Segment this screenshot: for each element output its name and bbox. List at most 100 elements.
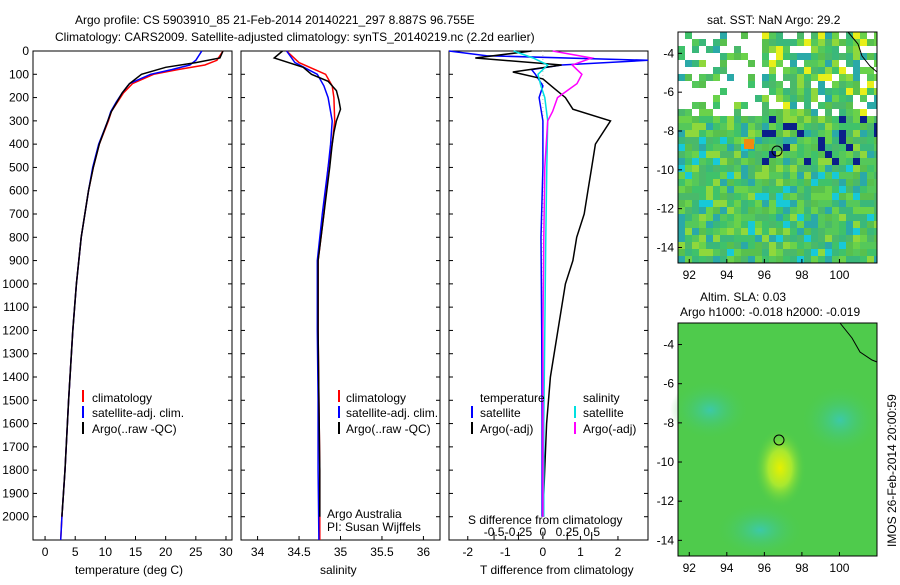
sst-cell xyxy=(790,53,797,60)
sst-cell xyxy=(755,221,762,228)
sst-cell xyxy=(720,123,727,130)
sst-cell xyxy=(769,53,776,60)
map-y-tick-label: -10 xyxy=(657,455,675,469)
map-y-tick-label: -8 xyxy=(663,416,674,430)
sst-cell xyxy=(825,165,832,172)
sst-cell xyxy=(790,193,797,200)
sst-cell xyxy=(741,221,748,228)
sst-cell xyxy=(790,235,797,242)
sst-cell xyxy=(720,130,727,137)
sst-cell xyxy=(692,235,699,242)
sst-cell xyxy=(790,32,797,39)
sst-cell xyxy=(790,137,797,144)
sst-cell xyxy=(734,151,741,158)
sst-cell xyxy=(692,137,699,144)
sst-cell xyxy=(678,207,685,214)
sst-cell xyxy=(846,193,853,200)
sst-cell xyxy=(678,88,685,95)
sst-cell xyxy=(797,95,804,102)
sst-cell xyxy=(818,137,825,144)
sst-cell xyxy=(790,214,797,221)
sst-cell xyxy=(713,46,720,53)
sst-cell xyxy=(818,179,825,186)
sst-cell xyxy=(727,116,734,123)
x-tick-label: 35.5 xyxy=(370,545,394,559)
sst-cell xyxy=(776,32,783,39)
sst-cell xyxy=(699,39,706,46)
sst-cell xyxy=(804,67,811,74)
sst-cell xyxy=(692,102,699,109)
sst-cell xyxy=(713,144,720,151)
legend-argo: Argo(..raw -QC) xyxy=(92,422,177,436)
difference-panel: T difference from climatology S differen… xyxy=(448,50,649,577)
sst-cell xyxy=(818,165,825,172)
sla-title-1: Altim. SLA: 0.03 xyxy=(700,290,786,304)
sst-cell xyxy=(853,193,860,200)
sst-cell xyxy=(748,151,755,158)
sst-cell xyxy=(692,193,699,200)
sst-cell xyxy=(867,130,874,137)
sst-cell xyxy=(755,39,762,46)
sst-cell xyxy=(846,144,853,151)
sst-cell xyxy=(797,74,804,81)
sst-cell xyxy=(678,186,685,193)
sst-cell xyxy=(713,116,720,123)
sst-cell xyxy=(797,200,804,207)
sst-cell xyxy=(720,193,727,200)
sst-cell xyxy=(867,158,874,165)
sst-cell xyxy=(678,256,685,263)
sst-cell xyxy=(832,116,839,123)
sst-cell xyxy=(867,228,874,235)
sst-cell xyxy=(825,102,832,109)
sst-cell xyxy=(846,95,853,102)
series-line xyxy=(61,50,224,517)
sst-cell xyxy=(741,172,748,179)
y-tick-label: 2000 xyxy=(2,510,29,524)
sst-cell xyxy=(825,158,832,165)
sst-cell xyxy=(685,39,692,46)
sst-cell xyxy=(846,256,853,263)
sst-cell xyxy=(699,102,706,109)
sst-cell xyxy=(755,186,762,193)
sst-cell xyxy=(874,256,877,263)
sst-cell xyxy=(832,81,839,88)
sst-cell xyxy=(769,81,776,88)
sst-cell xyxy=(713,207,720,214)
sst-cell xyxy=(825,60,832,67)
sst-title: sat. SST: NaN Argo: 29.2 xyxy=(707,13,841,27)
sst-cell xyxy=(797,228,804,235)
sst-cell xyxy=(825,179,832,186)
sst-cell xyxy=(762,221,769,228)
sst-cell xyxy=(783,151,790,158)
sst-cell xyxy=(867,172,874,179)
sst-cell xyxy=(867,53,874,60)
sst-cell xyxy=(846,200,853,207)
sst-cell xyxy=(685,81,692,88)
sst-cell xyxy=(713,242,720,249)
sst-cell xyxy=(776,46,783,53)
sst-cell xyxy=(755,46,762,53)
sst-cell xyxy=(783,102,790,109)
sst-cell xyxy=(797,130,804,137)
sst-cell xyxy=(839,130,846,137)
sst-cell xyxy=(790,39,797,46)
x-tick-label: 10 xyxy=(99,545,113,559)
sst-cell xyxy=(804,144,811,151)
sst-cell xyxy=(811,74,818,81)
sst-cell xyxy=(713,228,720,235)
x-tick-label: -1 xyxy=(500,545,511,559)
sst-cell xyxy=(748,221,755,228)
sst-cell xyxy=(783,95,790,102)
sst-cell xyxy=(853,207,860,214)
sst-cell xyxy=(867,116,874,123)
sst-cell xyxy=(804,242,811,249)
sst-cell xyxy=(685,207,692,214)
sst-cell xyxy=(776,193,783,200)
sst-cell xyxy=(797,116,804,123)
sst-cell xyxy=(713,186,720,193)
sst-cell xyxy=(727,179,734,186)
sst-cell xyxy=(762,81,769,88)
sst-cell xyxy=(741,88,748,95)
sst-cell xyxy=(853,46,860,53)
sst-cell xyxy=(811,67,818,74)
